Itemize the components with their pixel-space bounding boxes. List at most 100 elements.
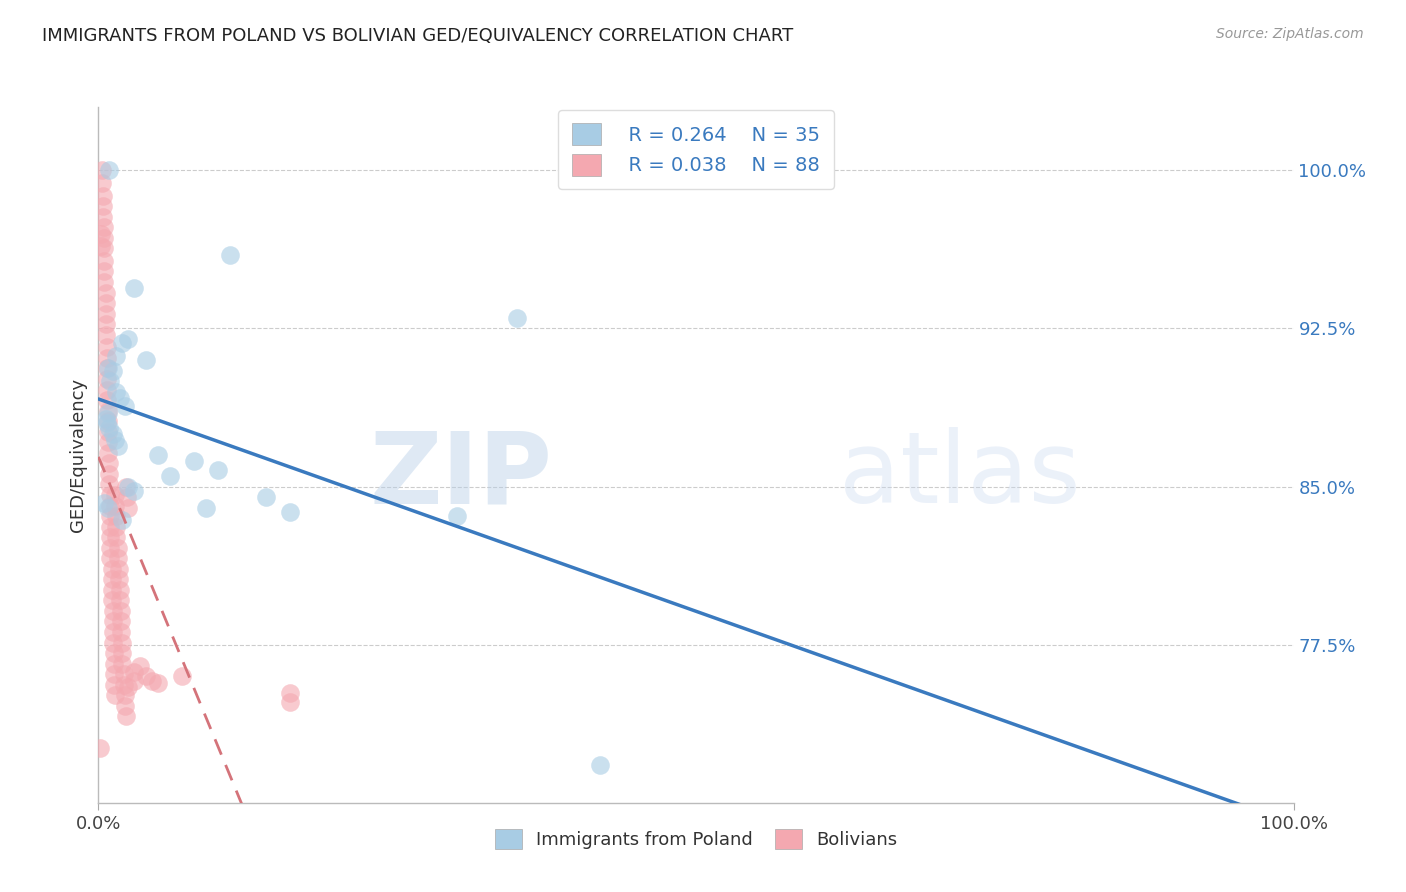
Point	[148, 675, 170, 690]
Legend: Immigrants from Poland, Bolivians: Immigrants from Poland, Bolivians	[488, 822, 904, 856]
Point	[115, 709, 138, 723]
Point	[96, 372, 118, 386]
Text: atlas: atlas	[839, 427, 1081, 524]
Point	[97, 406, 120, 420]
Point	[93, 496, 115, 510]
Point	[104, 688, 127, 702]
Point	[100, 582, 122, 597]
Point	[103, 646, 125, 660]
Point	[117, 500, 139, 515]
Point	[219, 247, 242, 261]
Point	[97, 414, 120, 428]
Point	[96, 393, 118, 408]
Point	[93, 231, 115, 245]
Point	[98, 509, 122, 524]
Point	[96, 383, 118, 397]
Point	[114, 688, 136, 702]
Point	[96, 340, 118, 354]
Point	[111, 646, 134, 660]
Point	[112, 667, 135, 681]
Point	[93, 220, 115, 235]
Point	[207, 463, 229, 477]
Point	[101, 363, 124, 377]
Point	[124, 665, 146, 679]
Point	[98, 541, 122, 555]
Point	[110, 625, 132, 640]
Point	[115, 490, 138, 504]
Point	[100, 572, 122, 586]
Point	[103, 667, 125, 681]
Point	[278, 695, 301, 709]
Point	[124, 483, 146, 498]
Point	[278, 686, 301, 700]
Point	[97, 435, 120, 450]
Point	[97, 446, 120, 460]
Point	[94, 307, 117, 321]
Point	[98, 530, 122, 544]
Point	[104, 433, 127, 447]
Point	[94, 412, 117, 426]
Point	[96, 361, 118, 376]
Point	[104, 499, 127, 513]
Point	[129, 658, 152, 673]
Point	[115, 479, 138, 493]
Point	[111, 657, 134, 671]
Point	[105, 509, 128, 524]
Point	[108, 593, 131, 607]
Point	[105, 384, 128, 399]
Point	[98, 519, 122, 533]
Point	[111, 336, 134, 351]
Point	[98, 456, 121, 470]
Point	[141, 673, 163, 688]
Point	[91, 210, 114, 224]
Point	[98, 163, 121, 178]
Point	[94, 296, 117, 310]
Point	[105, 530, 128, 544]
Point	[105, 519, 128, 533]
Point	[195, 500, 218, 515]
Point	[135, 669, 157, 683]
Point	[93, 254, 115, 268]
Point	[94, 317, 117, 331]
Text: IMMIGRANTS FROM POLAND VS BOLIVIAN GED/EQUIVALENCY CORRELATION CHART: IMMIGRANTS FROM POLAND VS BOLIVIAN GED/E…	[42, 27, 793, 45]
Point	[93, 241, 115, 255]
Point	[124, 281, 146, 295]
Point	[98, 551, 122, 566]
Point	[114, 400, 136, 414]
Point	[446, 509, 468, 524]
Point	[111, 635, 134, 649]
Point	[104, 488, 127, 502]
Point	[117, 680, 139, 694]
Point	[91, 176, 114, 190]
Point	[93, 275, 115, 289]
Point	[110, 615, 132, 629]
Point	[90, 227, 112, 241]
Point	[97, 425, 120, 439]
Point	[103, 657, 125, 671]
Point	[111, 513, 134, 527]
Point	[100, 562, 122, 576]
Point	[98, 488, 122, 502]
Text: Source: ZipAtlas.com: Source: ZipAtlas.com	[1216, 27, 1364, 41]
Point	[254, 490, 277, 504]
Point	[172, 669, 194, 683]
Point	[107, 572, 129, 586]
Y-axis label: GED/Equivalency: GED/Equivalency	[69, 378, 87, 532]
Point	[94, 285, 117, 300]
Point	[117, 479, 139, 493]
Point	[183, 454, 205, 468]
Point	[112, 678, 135, 692]
Point	[89, 741, 111, 756]
Point	[98, 477, 121, 491]
Point	[148, 448, 170, 462]
Point	[159, 469, 181, 483]
Point	[117, 332, 139, 346]
Point	[103, 678, 125, 692]
Point	[98, 420, 121, 434]
Point	[101, 635, 124, 649]
Point	[97, 500, 120, 515]
Point	[278, 505, 301, 519]
Point	[108, 391, 131, 405]
Point	[101, 625, 124, 640]
Point	[98, 374, 122, 388]
